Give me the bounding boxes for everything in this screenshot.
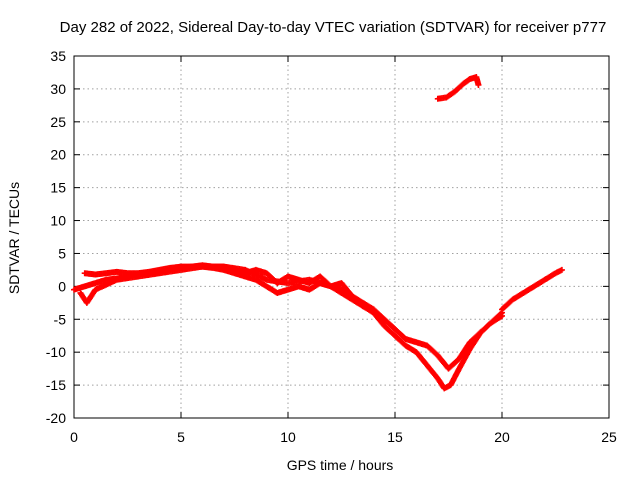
series-track-c [77,263,377,313]
x-axis-label: GPS time / hours [287,457,394,473]
data-points [71,74,565,392]
y-tick-label: 25 [50,114,66,130]
y-tick-label: 10 [50,213,66,229]
data-point [475,81,482,88]
x-tick-label: 0 [70,429,78,445]
x-tick-label: 10 [280,429,296,445]
chart-title: Day 282 of 2022, Sidereal Day-to-day VTE… [60,19,607,36]
y-tick-label: -5 [54,311,67,327]
x-tick-label: 15 [387,429,403,445]
y-tick-label: 20 [50,147,66,163]
y-tick-label: 30 [50,81,66,97]
y-tick-label: 0 [58,278,66,294]
x-tick-label: 20 [494,429,510,445]
y-tick-label: 5 [58,245,66,261]
y-tick-labels: -20 -15 -10 -5 0 5 10 15 20 25 30 35 [46,48,66,426]
y-tick-label: 35 [50,48,66,64]
tick-marks [73,55,610,419]
data-point [497,310,504,317]
x-tick-label: 25 [601,429,617,445]
y-tick-label: -10 [46,344,66,360]
y-tick-label: -15 [46,377,66,393]
x-tick-labels: 0 5 10 15 20 25 [70,429,617,445]
y-tick-label: -20 [46,410,66,426]
data-point [370,306,377,313]
x-tick-label: 5 [177,429,185,445]
data-point [558,266,565,273]
series-track-a [81,262,505,372]
series-upper-arc [434,74,482,102]
y-tick-label: 15 [50,180,66,196]
series-late-rise [499,266,565,313]
grid [74,56,609,418]
plot-area-frame [73,55,610,419]
y-axis-label: SDTVAR / TECUs [6,182,22,294]
